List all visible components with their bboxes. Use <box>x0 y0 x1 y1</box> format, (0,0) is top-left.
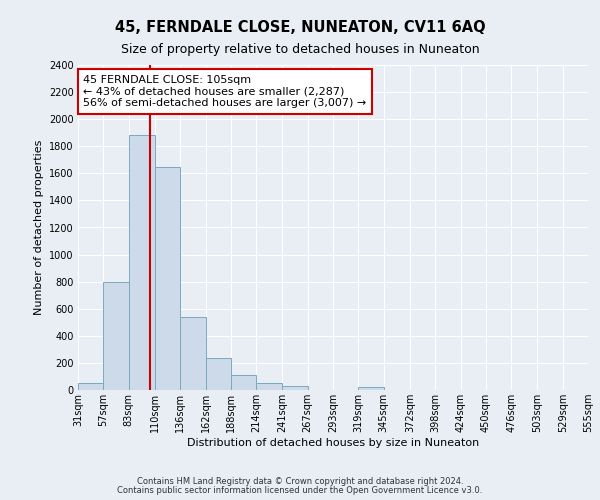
Y-axis label: Number of detached properties: Number of detached properties <box>34 140 44 315</box>
Bar <box>205 358 231 390</box>
Text: 45, FERNDALE CLOSE, NUNEATON, CV11 6AQ: 45, FERNDALE CLOSE, NUNEATON, CV11 6AQ <box>115 20 485 35</box>
Bar <box>128 136 155 390</box>
Bar <box>78 383 103 390</box>
Bar <box>283 386 308 390</box>
Text: Size of property relative to detached houses in Nuneaton: Size of property relative to detached ho… <box>121 42 479 56</box>
Bar <box>256 383 283 390</box>
Bar <box>155 166 180 390</box>
X-axis label: Distribution of detached houses by size in Nuneaton: Distribution of detached houses by size … <box>187 438 479 448</box>
Bar <box>231 375 256 390</box>
Text: Contains HM Land Registry data © Crown copyright and database right 2024.: Contains HM Land Registry data © Crown c… <box>137 477 463 486</box>
Bar <box>180 317 206 390</box>
Text: 45 FERNDALE CLOSE: 105sqm
← 43% of detached houses are smaller (2,287)
56% of se: 45 FERNDALE CLOSE: 105sqm ← 43% of detac… <box>83 74 367 108</box>
Bar <box>103 282 128 390</box>
Text: Contains public sector information licensed under the Open Government Licence v3: Contains public sector information licen… <box>118 486 482 495</box>
Bar <box>358 388 383 390</box>
